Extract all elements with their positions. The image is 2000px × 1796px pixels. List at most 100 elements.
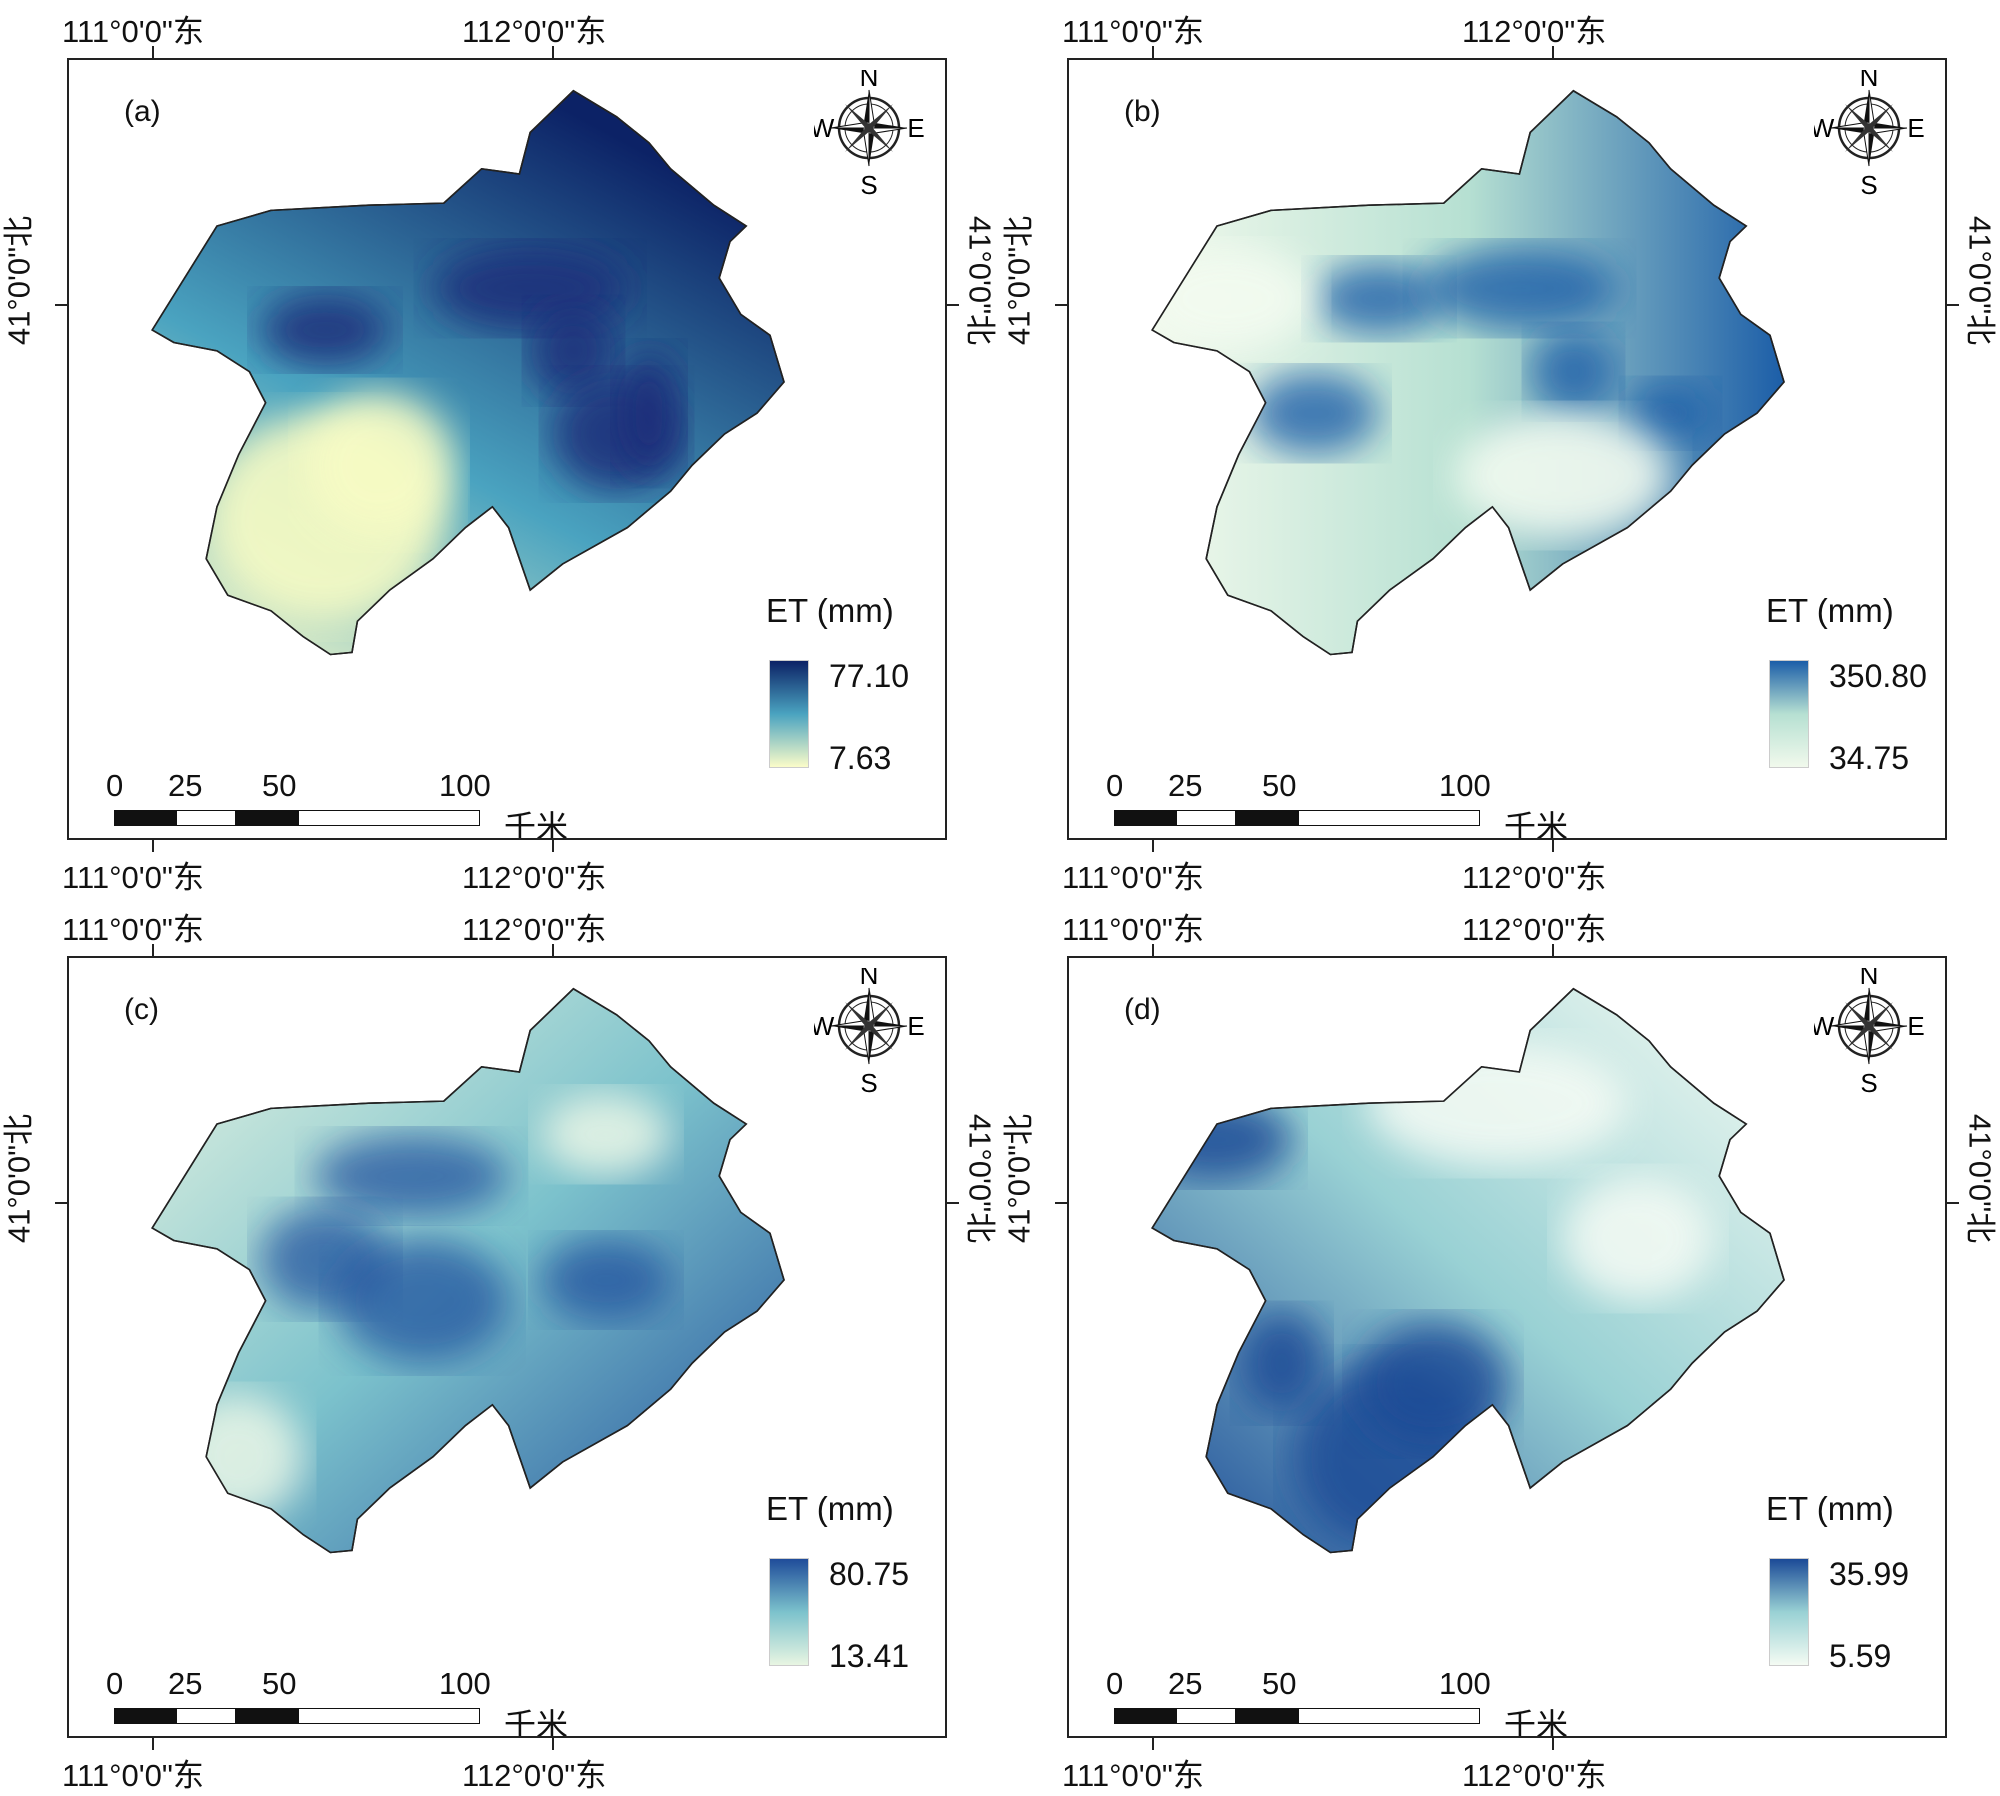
tick-bottom-112 [1552,840,1554,852]
et-raster-map [1151,987,1785,1554]
legend-color-ramp [1769,660,1809,768]
et-patch [260,293,390,367]
compass-west: W [814,113,835,143]
lat-label-left-41: 41°0'0"北 [1001,1113,1037,1244]
et-patch [1238,1311,1325,1416]
et-intensity-patches [173,1092,671,1520]
map-panel-c: 111°0'0"东 112°0'0"东 111°0'0"东 112°0'0"东 … [0,898,1000,1796]
compass-west: W [1814,113,1835,143]
et-patch [616,350,682,476]
scale-tick-0: 0 [1106,1666,1124,1701]
lon-label-top-112: 112°0'0"东 [1462,14,1607,49]
legend-min-value: 5.59 [1829,1638,1892,1674]
lon-label-bottom-111: 111°0'0"东 [62,860,204,895]
et-patch [1530,330,1617,414]
tick-top-112 [1552,944,1554,956]
tick-bottom-112 [552,1738,554,1750]
scale-seg-4 [1298,1708,1480,1724]
legend-max-value: 77.10 [829,658,910,694]
tick-top-111 [152,46,154,58]
tick-bottom-112 [1552,1738,1554,1750]
tick-right-41 [1947,304,1959,306]
map-panel-a: 111°0'0"东 112°0'0"东 111°0'0"东 112°0'0"东 … [0,0,1000,898]
scale-tick-50: 50 [262,768,297,803]
map-panel-b: 111°0'0"东 112°0'0"东 111°0'0"东 112°0'0"东 … [1000,0,2000,898]
scale-seg-2 [176,1708,236,1724]
legend-title: ET (mm) [1766,592,1894,629]
compass-north: N [860,70,879,92]
lat-label-right-41: 41°0'0"北 [1962,215,1998,346]
scale-tick-50: 50 [262,1666,297,1701]
tick-left-41 [1055,304,1067,306]
region-boundary [151,987,785,1554]
et-raster-map [1151,89,1785,656]
lon-label-top-111: 111°0'0"东 [1062,912,1204,947]
panel-label: (d) [1124,993,1161,1026]
compass-south: S [1860,170,1877,200]
north-arrow-compass-icon: N S E W [814,70,924,200]
et-intensity-patches [206,246,682,622]
et-patch [1422,246,1617,330]
scale-seg-1 [114,1708,176,1724]
scale-tick-0: 0 [106,768,124,803]
legend-color-ramp [769,1558,809,1666]
scale-tick-25: 25 [1168,768,1203,803]
lon-label-top-111: 111°0'0"东 [1062,14,1204,49]
scale-unit: 千米 [1504,1707,1569,1738]
compass-south: S [1860,1068,1877,1098]
panel-label: (c) [124,993,159,1026]
lat-label-left-41: 41°0'0"北 [1,215,37,346]
map-panel-d: 111°0'0"东 112°0'0"东 111°0'0"东 112°0'0"东 … [1000,898,2000,1796]
scale-tick-25: 25 [168,768,203,803]
compass-north: N [860,968,879,990]
et-patch [1249,371,1379,455]
et-patch [1152,246,1315,351]
lat-label-left-41: 41°0'0"北 [1001,215,1037,346]
scale-tick-100: 100 [1439,768,1491,803]
compass-east: E [1907,1011,1924,1041]
legend-color-ramp [1769,1558,1809,1666]
scale-tick-100: 100 [439,1666,491,1701]
et-patch [173,1394,304,1520]
scale-seg-3 [236,1708,298,1724]
compass-west: W [814,1011,835,1041]
tick-right-41 [1947,1202,1959,1204]
scale-bar: 0 25 50 100 千米 [1104,768,1624,838]
lon-label-top-112: 112°0'0"东 [1462,912,1607,947]
tick-bottom-111 [152,840,154,852]
region-boundary [1151,89,1785,656]
legend-title: ET (mm) [766,1490,894,1527]
et-patch [1314,262,1444,336]
scale-tick-25: 25 [168,1666,203,1701]
scale-seg-2 [176,810,236,826]
tick-top-111 [1152,944,1154,956]
compass-north: N [1860,968,1879,990]
et-patch [530,304,617,398]
compass-west: W [1814,1011,1835,1041]
tick-left-41 [1055,1202,1067,1204]
panel-label: (b) [1124,95,1161,128]
tick-bottom-111 [152,1738,154,1750]
lon-label-top-111: 111°0'0"东 [62,14,204,49]
scale-seg-1 [114,810,176,826]
north-arrow-compass-icon: N S E W [1814,968,1924,1098]
lat-label-right-41: 41°0'0"北 [1962,1113,1998,1244]
compass-east: E [907,1011,924,1041]
lat-label-left-41: 41°0'0"北 [1,1113,37,1244]
scale-tick-100: 100 [439,768,491,803]
scale-seg-3 [236,810,298,826]
scale-tick-0: 0 [1106,768,1124,803]
map-frame: (c) N S E W ET (mm) 80.75 13.41 0 25 50 … [67,956,947,1738]
lon-label-top-112: 112°0'0"东 [462,912,607,947]
compass-east: E [907,113,924,143]
et-patch [1357,1321,1509,1447]
legend-max-value: 350.80 [1829,658,1927,694]
et-patch [335,1238,509,1364]
scale-tick-25: 25 [1168,1666,1203,1701]
lon-label-bottom-112: 112°0'0"东 [1462,1758,1607,1793]
lon-label-top-112: 112°0'0"东 [462,14,607,49]
lon-label-bottom-111: 111°0'0"东 [1062,1758,1204,1793]
et-patch [1627,382,1714,445]
tick-left-41 [55,1202,67,1204]
region-boundary [1151,987,1785,1554]
